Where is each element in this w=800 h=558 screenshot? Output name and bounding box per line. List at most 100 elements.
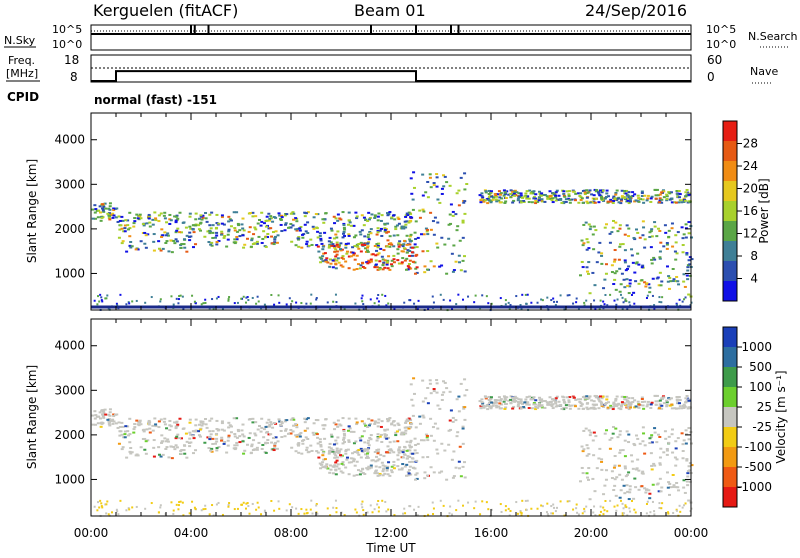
velocity-echo-cell bbox=[504, 509, 507, 512]
velocity-echo-cell bbox=[619, 499, 622, 502]
power-echo-cell bbox=[578, 194, 582, 197]
power-echo-cell bbox=[272, 216, 276, 219]
power-echo-cell bbox=[392, 254, 396, 257]
power-echo-cell bbox=[497, 190, 501, 193]
velocity-echo-cell bbox=[298, 435, 302, 438]
power-echo-cell bbox=[382, 261, 386, 264]
velocity-echo-cell bbox=[527, 403, 531, 406]
power-echo-cell bbox=[410, 254, 414, 257]
power-echo-cell bbox=[404, 268, 408, 271]
velocity-echo-cell bbox=[545, 511, 548, 514]
power-echo-cell bbox=[165, 240, 169, 243]
power-echo-cell bbox=[618, 245, 622, 248]
power-echo-cell bbox=[215, 226, 219, 229]
velocity-echo-cell bbox=[262, 436, 266, 439]
velocity-echo-cell bbox=[404, 421, 408, 424]
velocity-echo-cell bbox=[632, 497, 636, 500]
power-echo-cell bbox=[618, 267, 622, 270]
power-echo-cell bbox=[646, 194, 650, 197]
velocity-echo-cell bbox=[273, 447, 277, 450]
velocity-echo-cell bbox=[334, 468, 338, 471]
power-echo-cell bbox=[133, 220, 137, 223]
power-echo-cell bbox=[120, 227, 124, 230]
velocity-echo-cell bbox=[628, 405, 632, 408]
power-echo-cell bbox=[625, 224, 629, 227]
power-echo-cell bbox=[614, 191, 618, 194]
velocity-echo-cell bbox=[369, 464, 373, 467]
power-echo-cell bbox=[604, 293, 607, 296]
velocity-echo-cell bbox=[413, 508, 416, 511]
velocity-echo-cell bbox=[540, 398, 544, 401]
velocity-echo-cell bbox=[597, 407, 601, 410]
velocity-echo-cell bbox=[690, 442, 694, 445]
power-echo-cell bbox=[204, 217, 208, 220]
power-echo-cell bbox=[290, 240, 294, 243]
power-echo-cell bbox=[315, 227, 319, 230]
power-echo-cell bbox=[452, 244, 456, 247]
velocity-echo-cell bbox=[305, 512, 308, 515]
velocity-echo-cell bbox=[108, 424, 112, 427]
velocity-echo-cell bbox=[383, 433, 387, 436]
power-echo-cell bbox=[210, 211, 214, 214]
power-echo-cell bbox=[342, 257, 346, 260]
velocity-echo-cell bbox=[318, 462, 322, 465]
velocity-echo-cell bbox=[280, 420, 284, 423]
velocity-echo-cell bbox=[147, 419, 151, 422]
velocity-echo-cell bbox=[380, 461, 384, 464]
power-echo-cell bbox=[676, 231, 680, 234]
velocity-echo-cell bbox=[332, 443, 336, 446]
velocity-echo-cell bbox=[144, 440, 148, 443]
velocity-echo-cell bbox=[500, 510, 503, 513]
power-echo-cell bbox=[666, 280, 670, 283]
power-echo-cell bbox=[617, 201, 621, 204]
power-echo-cell bbox=[435, 176, 439, 179]
velocity-echo-cell bbox=[426, 456, 430, 459]
power-echo-cell bbox=[251, 296, 254, 299]
power-echo-cell bbox=[585, 266, 589, 269]
velocity-echo-cell bbox=[283, 435, 287, 438]
velocity-echo-cell bbox=[269, 433, 273, 436]
velocity-echo-cell bbox=[124, 425, 128, 428]
power-echo-cell bbox=[606, 195, 610, 198]
power-echo-cell bbox=[267, 212, 271, 215]
power-echo-cell bbox=[100, 299, 103, 302]
velocity-echo-cell bbox=[656, 433, 660, 436]
power-echo-cell bbox=[436, 246, 440, 249]
power-echo-cell bbox=[598, 307, 601, 310]
power-echo-cell bbox=[516, 197, 520, 200]
velocity-echo-cell bbox=[210, 450, 214, 453]
power-echo-cell bbox=[179, 246, 183, 249]
velocity-echo-cell bbox=[116, 426, 120, 429]
power-echo-cell bbox=[568, 198, 572, 201]
velocity-echo-cell bbox=[334, 423, 338, 426]
power-echo-cell bbox=[305, 243, 309, 246]
noise-right-tick-top: 10^5 bbox=[706, 23, 736, 36]
velocity-echo-cell bbox=[374, 460, 378, 463]
velocity-echo-cell bbox=[138, 421, 142, 424]
velocity-echo-cell bbox=[273, 444, 277, 447]
power-echo-cell bbox=[562, 192, 566, 195]
power-echo-cell bbox=[634, 280, 638, 283]
velocity-echo-cell bbox=[421, 414, 425, 417]
freq-right-tick-top: 60 bbox=[707, 53, 722, 67]
freq-label-line1: Freq. bbox=[8, 54, 35, 67]
power-echo-cell bbox=[233, 238, 237, 241]
velocity-echo-cell bbox=[517, 401, 521, 404]
velocity-echo-cell bbox=[624, 504, 627, 507]
power-echo-cell bbox=[111, 212, 115, 215]
velocity-echo-cell bbox=[345, 458, 349, 461]
power-echo-cell bbox=[628, 301, 631, 304]
velocity-echo-cell bbox=[226, 439, 230, 442]
power-echo-cell bbox=[554, 199, 558, 202]
velocity-echo-cell bbox=[235, 436, 239, 439]
power-echo-cell bbox=[364, 250, 368, 253]
power-echo-cell bbox=[665, 265, 669, 268]
power-echo-cell bbox=[429, 228, 433, 231]
x-tick-label: 04:00 bbox=[174, 526, 209, 540]
velocity-echo-cell bbox=[152, 439, 156, 442]
power-echo-cell bbox=[433, 216, 437, 219]
velocity-echo-cell bbox=[559, 500, 562, 503]
velocity-echo-cell bbox=[658, 462, 662, 465]
power-echo-cell bbox=[305, 240, 309, 243]
